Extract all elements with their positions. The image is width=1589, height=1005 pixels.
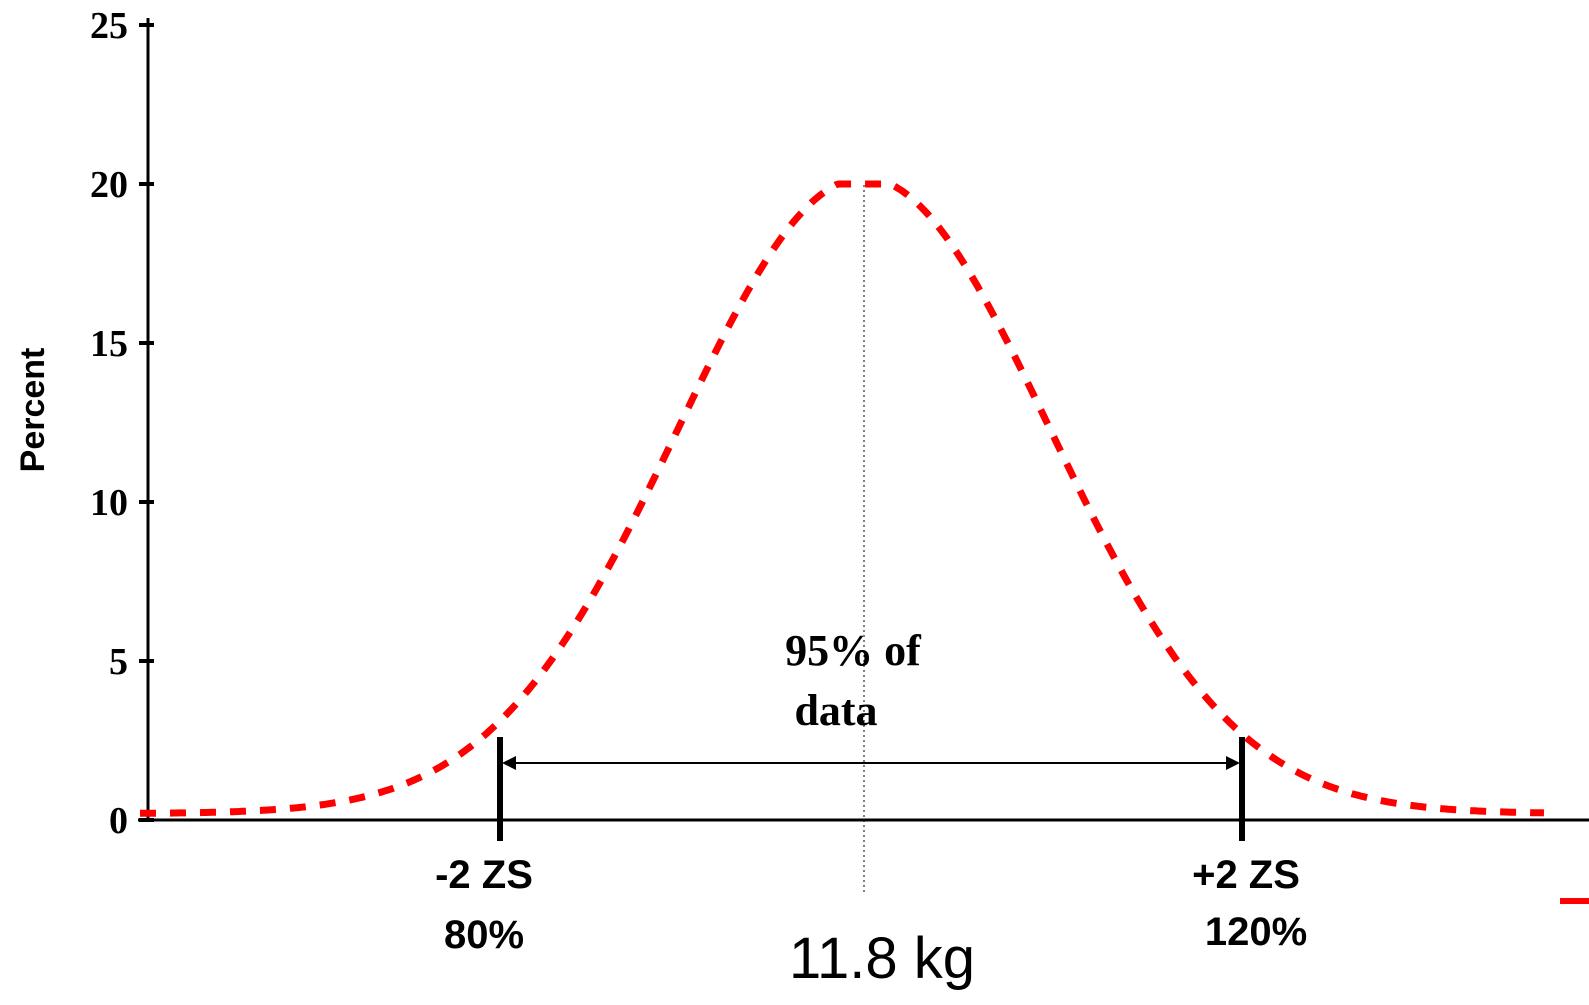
range-arrow-right-head	[1226, 756, 1240, 770]
y-tick-label: 15	[90, 323, 128, 365]
y-axis-label: Percent	[14, 348, 52, 473]
minus-2-sd-percent: 80%	[444, 913, 524, 957]
center-label: 11.8 kg	[789, 926, 975, 991]
annotation-line2: data	[794, 686, 877, 735]
y-tick-label: 10	[90, 482, 128, 524]
plus-2-sd-percent: 120%	[1205, 910, 1307, 954]
minus-2-sd-label: -2 ZS	[435, 853, 533, 897]
y-tick-label: 0	[109, 800, 128, 842]
series-line	[140, 180, 1545, 817]
y-tick-label: 5	[109, 641, 128, 683]
y-tick-label: 25	[90, 5, 128, 47]
plus-2-sd-label: +2 ZS	[1192, 853, 1300, 897]
y-tick-label: 20	[90, 164, 128, 206]
y-ticks: 0 5 10 15 20 25	[90, 5, 154, 842]
range-arrow-left-head	[502, 756, 516, 770]
annotation-line1: 95% of	[785, 626, 922, 675]
